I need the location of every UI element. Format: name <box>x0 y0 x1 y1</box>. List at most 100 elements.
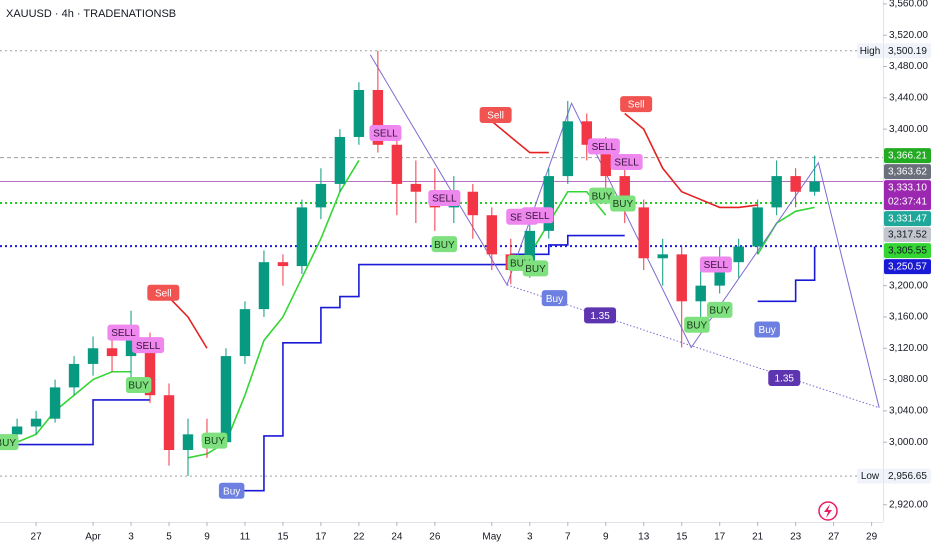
price-badge-label: 3,500.19 <box>888 46 927 57</box>
axes: 3,560.00 3,520.00 3,480.00 3,440.00 3,400.00… <box>31 0 931 543</box>
price-badge-label: 3,250.57 <box>888 262 927 273</box>
signal-text: SELL <box>704 260 729 271</box>
x-tick-label: 29 <box>866 532 878 543</box>
signal-label: 1.35 <box>584 307 617 324</box>
x-tick-label: 23 <box>790 532 802 543</box>
price-badge <box>884 259 931 275</box>
signal-text: SELL <box>525 211 550 222</box>
countdown: 02:37:41 <box>888 197 927 208</box>
signal-label: SELL <box>369 125 402 142</box>
price-badge-label: 3,363.62 <box>888 167 927 178</box>
signal-label: SELL <box>107 324 140 341</box>
signal-text: BUY <box>434 240 455 251</box>
candle-body <box>315 183 327 208</box>
y-tick-label: 3,200.00 <box>889 280 928 291</box>
candle-body <box>391 144 403 184</box>
signal-text: BUY <box>525 264 546 275</box>
x-tick-label: 26 <box>429 532 441 543</box>
candle-body <box>220 356 232 443</box>
signal-label: BUY <box>125 377 152 394</box>
signal-label: BUY <box>0 434 19 451</box>
x-tick-label: 9 <box>603 532 609 543</box>
signal-text: BUY <box>128 381 149 392</box>
candle-body <box>809 181 820 192</box>
signal-label: SELL <box>610 154 643 170</box>
signal-text: 1.35 <box>590 311 610 322</box>
x-tick-label: 17 <box>315 532 327 543</box>
indicator-line <box>168 112 758 349</box>
signal-text: Buy <box>759 325 776 336</box>
candle-body <box>334 136 346 184</box>
x-tick-label: 7 <box>565 532 571 543</box>
signal-box <box>428 190 461 206</box>
x-tick-label: 22 <box>353 532 365 543</box>
candle-body <box>49 387 61 419</box>
signal-label: Sell <box>620 96 653 113</box>
signal-box <box>768 370 801 386</box>
price-badge <box>884 148 931 164</box>
y-tick-label: 3,040.00 <box>889 406 928 417</box>
x-tick-label: 3 <box>128 532 134 543</box>
candle-body <box>600 144 611 177</box>
signal-label: SELL <box>132 337 165 354</box>
candle-body <box>87 348 99 364</box>
alert-icon[interactable] <box>818 501 838 521</box>
price-badge <box>884 468 931 484</box>
zigzag <box>369 54 880 408</box>
indicator-line <box>17 234 816 492</box>
price-tag: High <box>860 46 881 57</box>
candle-body <box>657 254 668 259</box>
price-badge <box>884 211 931 227</box>
signal-box <box>218 482 245 499</box>
signal-label: BUY <box>706 301 733 318</box>
chart-title: XAUUSD · 4h · TRADENATIONSB <box>6 8 176 20</box>
signal-text: BUY <box>613 199 634 210</box>
x-tick-label: 24 <box>391 532 403 543</box>
signal-text: BUY <box>687 320 708 331</box>
signal-box <box>684 316 710 333</box>
signal-box <box>201 432 228 449</box>
signal-label: SELL <box>428 190 461 206</box>
signal-box <box>706 301 733 318</box>
signal-box <box>369 125 402 142</box>
x-tick-label: 11 <box>240 532 251 543</box>
trendline <box>506 284 880 409</box>
signal-label: Buy <box>541 290 568 307</box>
candle-body <box>790 176 801 192</box>
signal-box <box>147 284 180 301</box>
signal-label: BUY <box>522 260 549 277</box>
x-tick-label: 15 <box>277 532 289 543</box>
y-tick-label: 2,920.00 <box>889 499 928 510</box>
price-badge <box>884 43 931 59</box>
candle-body <box>581 121 592 145</box>
signal-text: SELL <box>111 328 136 339</box>
signal-label: Sell <box>479 107 512 124</box>
y-tick-label: 3,520.00 <box>889 30 928 41</box>
price-badge <box>884 180 931 211</box>
signal-box <box>620 96 653 113</box>
candle-body <box>562 121 574 177</box>
signal-label: BUY <box>431 236 458 253</box>
signal-text: Sell <box>628 100 645 111</box>
signal-box <box>522 260 549 277</box>
y-tick-label: 3,160.00 <box>889 312 928 323</box>
signal-box <box>610 154 643 170</box>
price-badge-label: 3,317.52 <box>888 230 927 241</box>
candle-body <box>638 207 649 259</box>
price-badge-label: 3,366.21 <box>888 151 927 162</box>
x-tick-label: 13 <box>638 532 650 543</box>
candle-body <box>277 262 289 267</box>
price-badge-label: 3,331.47 <box>888 214 927 225</box>
candle-body <box>695 285 706 302</box>
candle-body <box>372 90 384 145</box>
signal-box <box>107 324 140 341</box>
plot-area: BUYSELLSELLBUYSellBUYBuySELLSELLBUYSellS… <box>0 50 883 499</box>
signal-box <box>125 377 152 394</box>
signal-text: SELL <box>373 129 398 140</box>
price-tag-box <box>857 43 883 59</box>
signal-box <box>699 256 732 273</box>
x-tick-label: 3 <box>527 532 533 543</box>
candle-body <box>771 176 782 208</box>
x-tick-label: May <box>482 532 501 543</box>
price-badge <box>884 243 931 259</box>
